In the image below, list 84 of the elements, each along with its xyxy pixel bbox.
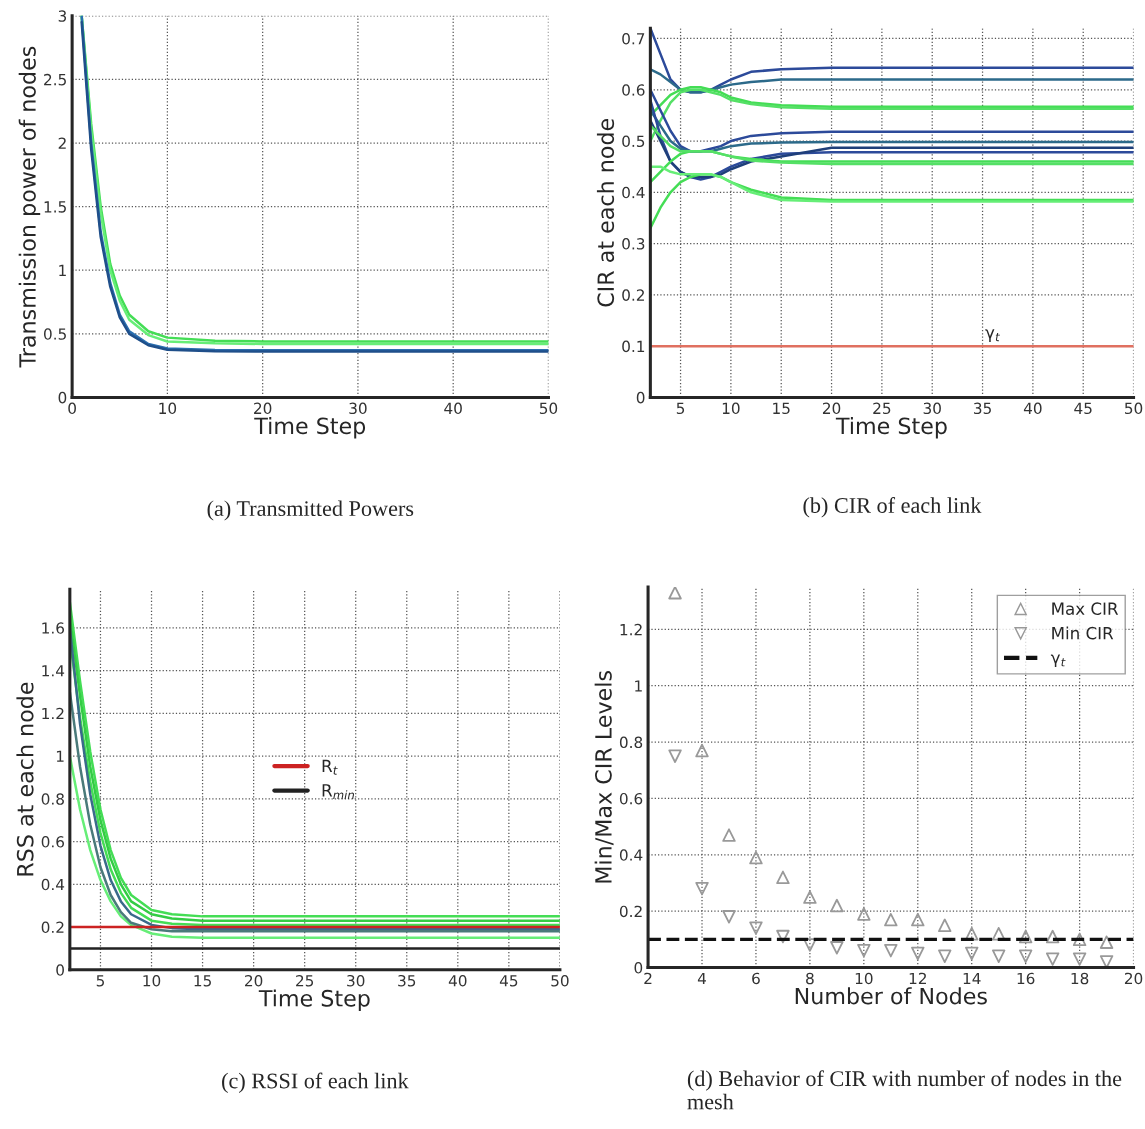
x-axis-title: Number of Nodes xyxy=(795,987,987,1005)
x-tick-label: 35 xyxy=(398,974,416,987)
x-tick-label: 45 xyxy=(1074,402,1092,415)
y-tick-label: 0.2 xyxy=(622,289,644,301)
x-tick-label: 40 xyxy=(444,402,462,415)
legend-label: R$_{t}$ xyxy=(322,759,338,775)
y-axis-title: RSS at each node xyxy=(16,682,34,876)
legend-label: γ$_{t}$ xyxy=(1050,654,1066,668)
y-tick-label: 1.6 xyxy=(42,622,65,634)
x-tick-label: 50 xyxy=(1125,402,1143,415)
x-tick-label: 15 xyxy=(194,975,211,987)
y-axis-title: Transmission power of nodes xyxy=(18,46,41,368)
y-tick-label: 1.5 xyxy=(44,201,66,213)
y-tick-label: 0.8 xyxy=(41,793,64,805)
x-tick-label: 35 xyxy=(974,402,991,415)
x-tick-label: 5 xyxy=(676,402,685,415)
x-tick-label: 10 xyxy=(855,972,873,985)
text: (a) Transmitted Powers xyxy=(207,500,414,521)
x-tick-label: 20 xyxy=(254,402,272,415)
x-tick-label: 20 xyxy=(822,402,841,415)
y-axis-title: CIR at each node xyxy=(596,118,615,307)
y-tick-label: 0.4 xyxy=(41,878,65,891)
x-axis-title: Time Step xyxy=(835,417,947,439)
x-tick-label: 15 xyxy=(773,402,790,415)
y-tick-label: 0.6 xyxy=(619,792,643,805)
text: (d) Behavior of CIR with number of nodes in the mesh xyxy=(687,1070,1122,1110)
y-tick-label: 1 xyxy=(56,750,64,762)
x-tick-label: 16 xyxy=(1017,972,1035,985)
y-tick-label: 0 xyxy=(58,391,67,404)
x-tick-label: 14 xyxy=(963,972,981,985)
legend-label: Max CIR xyxy=(1052,602,1119,615)
x-tick-label: 25 xyxy=(873,402,891,415)
x-tick-label: 10 xyxy=(159,402,177,415)
x-tick-label: 50 xyxy=(551,974,569,987)
x-tick-label: 6 xyxy=(752,972,760,985)
text: (b) CIR of each link xyxy=(803,497,982,518)
y-tick-label: 0.5 xyxy=(43,328,66,340)
y-tick-label: 0.8 xyxy=(619,736,643,749)
x-tick-label: 40 xyxy=(448,974,467,987)
y-tick-label: 1 xyxy=(59,264,66,277)
y-tick-label: 1.2 xyxy=(620,623,642,636)
y-tick-label: 2 xyxy=(58,137,66,149)
y-tick-label: 1 xyxy=(635,680,642,692)
y-tick-label: 0.5 xyxy=(622,135,645,148)
x-tick-label: 50 xyxy=(539,402,558,415)
legend-label: Min CIR xyxy=(1052,626,1114,640)
y-tick-label: 0.4 xyxy=(619,849,643,861)
x-tick-label: 25 xyxy=(296,974,314,987)
x-tick-label: 0 xyxy=(68,402,76,415)
y-tick-label: 0.2 xyxy=(41,921,64,934)
x-tick-label: 5 xyxy=(96,975,104,987)
y-tick-label: 0 xyxy=(56,964,64,976)
y-tick-label: 0 xyxy=(634,962,643,974)
x-tick-label: 10 xyxy=(722,402,740,415)
y-tick-label: 0.2 xyxy=(619,905,642,918)
x-tick-label: 10 xyxy=(143,974,161,987)
x-tick-label: 40 xyxy=(1023,402,1042,415)
x-tick-label: 20 xyxy=(1124,972,1143,985)
text: (c) RSSI of each link xyxy=(222,1072,409,1093)
x-tick-label: 18 xyxy=(1071,972,1089,985)
y-tick-label: 0.3 xyxy=(622,238,645,250)
y-tick-label: 3 xyxy=(58,10,67,22)
x-tick-label: 8 xyxy=(806,972,814,985)
y-tick-label: 0.4 xyxy=(622,186,645,199)
y-axis-title: Min/Max CIR Levels xyxy=(594,671,614,883)
x-tick-label: 20 xyxy=(245,974,263,987)
y-tick-label: 1.2 xyxy=(42,707,64,720)
y-tick-label: 1.4 xyxy=(42,665,65,677)
x-axis-title: Time Step xyxy=(258,989,370,1011)
y-tick-label: 0 xyxy=(636,391,645,404)
annotation: γ$_{t}$ xyxy=(985,329,1000,342)
x-tick-label: 30 xyxy=(349,402,367,415)
legend-label: R$_{min}$ xyxy=(322,784,354,800)
x-tick-label: 45 xyxy=(499,975,518,987)
x-tick-label: 30 xyxy=(347,974,365,987)
x-axis-title: Time Step xyxy=(254,417,366,439)
x-tick-label: 30 xyxy=(923,402,941,415)
y-tick-label: 0.6 xyxy=(41,836,65,848)
y-tick-label: 0.7 xyxy=(622,32,645,45)
y-tick-label: 2.5 xyxy=(44,73,66,86)
x-tick-label: 12 xyxy=(909,972,926,985)
x-tick-label: 4 xyxy=(697,972,707,985)
y-tick-label: 0.6 xyxy=(622,84,645,96)
y-tick-label: 0.1 xyxy=(622,340,645,353)
